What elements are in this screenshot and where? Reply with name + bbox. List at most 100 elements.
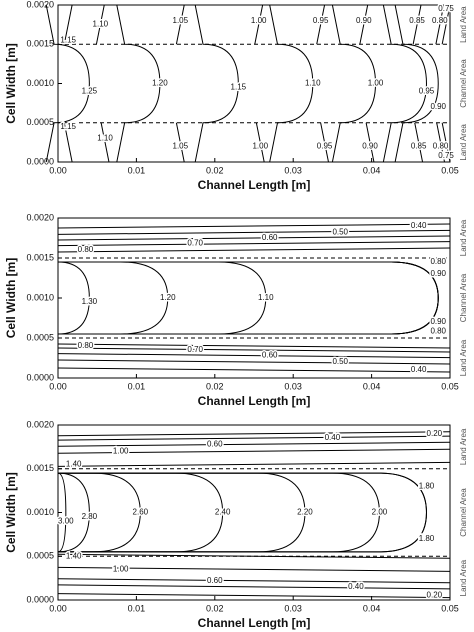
contour-label: 2.00 [372, 508, 388, 517]
contour-label: 0.90 [430, 102, 446, 111]
contour-label: 0.60 [262, 233, 278, 242]
contour-label: 2.60 [133, 508, 149, 517]
contour-line [63, 4, 73, 45]
contour-label: 0.80 [78, 341, 94, 350]
x-tick-label: 0.01 [128, 165, 146, 175]
contour-label: 1.25 [82, 86, 98, 95]
contour-line [58, 261, 169, 335]
contour-line [57, 261, 90, 335]
x-axis-title: Channel Length [m] [198, 616, 311, 630]
contour-label: 1.10 [97, 134, 113, 143]
x-tick-label: 0.04 [363, 603, 381, 613]
x-tick-label: 0.03 [284, 165, 302, 175]
y-tick-label: 0.0010 [26, 292, 54, 302]
y-tick-label: 0.0020 [26, 0, 54, 9]
contour-label: 0.70 [187, 345, 203, 354]
y-tick-label: 0.0000 [26, 372, 54, 382]
x-tick-label: 0.01 [128, 603, 146, 613]
contour-label: 0.95 [419, 86, 435, 95]
contour-label: 2.40 [215, 508, 231, 517]
contour-label: 1.30 [82, 297, 98, 306]
contour-line [255, 122, 265, 163]
contour-label: 1.15 [60, 122, 76, 131]
region-label: Land Area [459, 219, 468, 256]
contour-line [57, 435, 451, 441]
contour-line [320, 122, 329, 163]
contour-line [441, 4, 451, 45]
contour-line [57, 578, 451, 584]
contour-line [100, 122, 110, 163]
contour-line [436, 122, 446, 163]
contour-label: 1.05 [173, 141, 189, 150]
x-tick-label: 0.03 [284, 381, 302, 391]
y-axis-title: Cell Width [m] [4, 472, 18, 553]
contour-label: 0.50 [332, 357, 348, 366]
region-label: Land Area [459, 559, 468, 596]
contour-line [57, 584, 451, 590]
contour-line [58, 472, 306, 553]
contour-line [57, 431, 451, 437]
contour-label: 0.50 [332, 228, 348, 237]
region-label: Land Area [459, 124, 468, 161]
contour-label: 0.60 [207, 576, 223, 585]
contour-line [57, 235, 451, 241]
region-label: Channel Area [459, 273, 468, 322]
region-label: Land Area [459, 339, 468, 376]
plot-frame [57, 4, 451, 163]
contour-label: 0.80 [78, 245, 94, 254]
y-tick-label: 0.0015 [26, 463, 54, 473]
contour-label: 1.10 [93, 20, 109, 29]
contour-line [57, 553, 451, 559]
y-axis-title: Cell Width [m] [4, 43, 18, 124]
contour-label: 0.80 [433, 141, 449, 150]
contour-label: 0.95 [313, 16, 329, 25]
y-tick-label: 0.0000 [26, 594, 54, 604]
contour-line [254, 4, 264, 45]
contour-line [58, 472, 380, 553]
contour-label: 0.20 [427, 591, 443, 600]
x-tick-label: 0.02 [206, 381, 224, 391]
region-label: Land Area [459, 6, 468, 43]
contour-line [63, 122, 73, 163]
contour-line [57, 461, 451, 467]
contour-label: 0.75 [438, 151, 454, 160]
x-tick-label: 0.04 [363, 165, 381, 175]
x-axis-title: Channel Length [m] [198, 178, 311, 192]
region-label: Channel Area [459, 488, 468, 537]
contour-line [414, 122, 424, 163]
contour-line [435, 4, 445, 45]
contour-line [58, 472, 224, 553]
contour-line [57, 448, 451, 454]
x-axis-title: Channel Length [m] [198, 394, 311, 408]
contour-label: 1.00 [113, 446, 129, 455]
y-tick-label: 0.0005 [26, 117, 54, 127]
x-tick-label: 0.00 [49, 603, 67, 613]
x-tick-label: 0.02 [206, 603, 224, 613]
contour-label: 1.15 [60, 35, 76, 44]
contour-line [194, 4, 239, 163]
contour-label: 1.40 [66, 551, 82, 560]
contour-line [382, 4, 427, 163]
contour-label: 3.00 [58, 516, 74, 525]
contour-line [57, 223, 451, 229]
y-tick-label: 0.0005 [26, 551, 54, 561]
contour-label: 0.80 [430, 327, 446, 336]
contour-label: 0.40 [348, 582, 364, 591]
contour-label: 2.20 [297, 508, 313, 517]
contour-line [57, 241, 451, 247]
contour-line [175, 122, 185, 163]
contour-line [58, 472, 141, 553]
contour-label: 0.40 [411, 221, 427, 230]
x-tick-label: 0.03 [284, 603, 302, 613]
contour-line [57, 359, 451, 365]
x-tick-label: 0.01 [128, 381, 146, 391]
contour-label: 0.20 [427, 429, 443, 438]
contour-line [331, 4, 377, 163]
contour-label: 0.60 [207, 439, 223, 448]
x-tick-label: 0.05 [441, 603, 459, 613]
contour-label: 1.05 [173, 16, 189, 25]
contour-line [57, 472, 67, 553]
contour-label: 0.60 [262, 351, 278, 360]
contour-label: 0.75 [438, 4, 454, 13]
